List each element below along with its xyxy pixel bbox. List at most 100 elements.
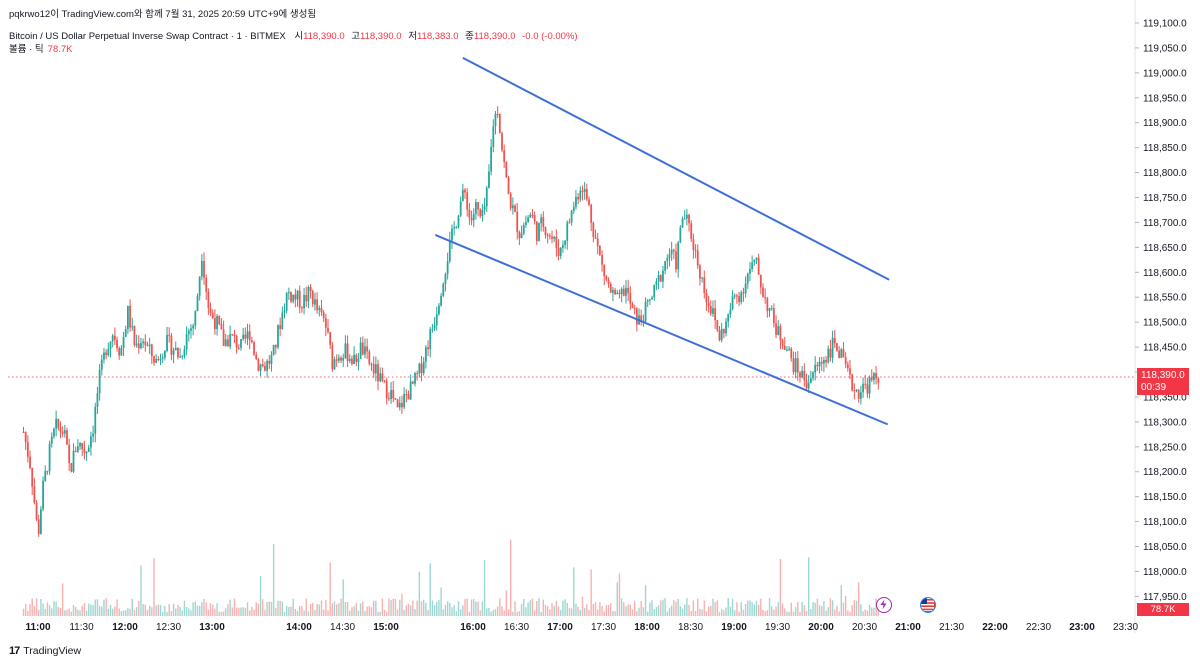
volume-bar bbox=[620, 598, 623, 616]
volume-bar bbox=[638, 607, 640, 616]
candle-body bbox=[170, 335, 173, 355]
volume-bar bbox=[555, 600, 558, 616]
volume-bar bbox=[203, 598, 205, 616]
volume-bar bbox=[842, 602, 845, 616]
volume-bar bbox=[194, 601, 197, 616]
candle-body bbox=[329, 332, 332, 345]
candle-body bbox=[22, 431, 25, 433]
candle-body bbox=[827, 348, 830, 363]
candle-body bbox=[731, 296, 734, 310]
price-axis[interactable]: 117,950.0 118,000.0 118,050.0 118,100.0 118,… bbox=[1135, 19, 1187, 603]
candle-body bbox=[322, 312, 325, 318]
volume-bar bbox=[201, 602, 203, 616]
candle-body bbox=[609, 283, 612, 293]
volume-bar bbox=[660, 600, 662, 616]
volume-bar bbox=[362, 601, 364, 616]
candle-body bbox=[129, 305, 131, 328]
volume-bar bbox=[440, 587, 442, 616]
volume-bar bbox=[268, 601, 270, 616]
volume-bar bbox=[327, 610, 329, 616]
candle-body bbox=[153, 356, 155, 363]
candle-body bbox=[133, 326, 136, 346]
candle-body bbox=[211, 312, 214, 319]
candle-body bbox=[422, 361, 425, 374]
volume-bar bbox=[481, 601, 484, 616]
candle-body bbox=[766, 298, 769, 311]
candle-body bbox=[216, 316, 218, 330]
y-tick-label: 118,150.0 bbox=[1143, 492, 1187, 503]
y-tick-label: 118,500.0 bbox=[1143, 318, 1187, 329]
volume-bar bbox=[573, 567, 575, 616]
candle-body bbox=[825, 359, 827, 363]
volume-bar bbox=[871, 607, 873, 616]
candle-body bbox=[612, 290, 614, 293]
volume-bar bbox=[288, 607, 290, 616]
volume-bar bbox=[131, 598, 133, 616]
volume-bar bbox=[316, 604, 318, 616]
volume-bar bbox=[168, 604, 170, 616]
volume-bar bbox=[503, 610, 505, 616]
volume-bar bbox=[70, 611, 73, 616]
candle-body bbox=[714, 308, 717, 321]
volume-bar bbox=[188, 608, 190, 616]
volume-bar bbox=[101, 606, 103, 616]
volume-bar bbox=[803, 605, 806, 616]
candle-body bbox=[187, 330, 190, 335]
candle-body bbox=[416, 373, 419, 375]
volume-bar bbox=[536, 600, 538, 616]
candle-body bbox=[311, 290, 314, 305]
volume-bar bbox=[359, 603, 362, 616]
candle-body bbox=[26, 442, 29, 457]
volume-bar bbox=[664, 598, 666, 616]
candle-body bbox=[372, 364, 375, 374]
volume-bar bbox=[181, 610, 183, 616]
volume-bar bbox=[83, 603, 86, 616]
volume-bar bbox=[279, 600, 281, 616]
volume-bar bbox=[623, 602, 625, 616]
candle-body bbox=[568, 222, 571, 224]
time-axis[interactable]: 11:00 11:30 12:00 12:30 13:00 14:00 14:30 15:00… bbox=[25, 622, 1138, 633]
volume-label[interactable]: 볼륨 · 틱 bbox=[9, 44, 44, 55]
volume-bar bbox=[788, 611, 790, 616]
candle-body bbox=[144, 341, 147, 346]
candle-body bbox=[555, 236, 558, 248]
volume-bar bbox=[24, 603, 27, 616]
candle-body bbox=[679, 227, 682, 243]
candle-body bbox=[657, 275, 660, 282]
volume-bar bbox=[631, 609, 634, 616]
volume-bar bbox=[451, 607, 453, 616]
candle-body bbox=[320, 308, 323, 313]
candle-body bbox=[820, 361, 823, 364]
candle-body bbox=[235, 336, 238, 348]
y-tick-label: 118,650.0 bbox=[1143, 243, 1187, 254]
us-flag-icon[interactable] bbox=[920, 597, 936, 613]
volume-bar bbox=[562, 600, 564, 616]
lightning-icon[interactable] bbox=[876, 597, 892, 613]
volume-bar bbox=[464, 599, 466, 616]
candle-body bbox=[274, 344, 277, 348]
candle-body bbox=[672, 249, 675, 252]
volume-bar bbox=[225, 608, 227, 616]
candle-body bbox=[592, 222, 595, 237]
trendlines[interactable] bbox=[434, 57, 890, 426]
symbol-title[interactable]: Bitcoin / US Dollar Perpetual Inverse Sw… bbox=[9, 31, 286, 42]
volume-bar bbox=[575, 603, 577, 616]
candle-body bbox=[770, 308, 773, 310]
candle-body bbox=[757, 257, 760, 275]
volume-bar bbox=[831, 600, 834, 616]
candle-body bbox=[622, 288, 625, 296]
candle-body bbox=[407, 394, 410, 400]
y-tick-label: 118,200.0 bbox=[1143, 467, 1187, 478]
volume-bar bbox=[57, 606, 59, 616]
candle-body bbox=[633, 308, 636, 310]
candle-body bbox=[836, 343, 838, 351]
volume-bar bbox=[170, 611, 173, 616]
volume-bar bbox=[862, 611, 864, 616]
volume-bar bbox=[307, 611, 310, 616]
volume-bar bbox=[633, 600, 636, 616]
x-tick-label: 18:00 bbox=[634, 622, 660, 633]
volume-bar bbox=[418, 571, 421, 616]
volume-bar bbox=[525, 607, 527, 616]
tradingview-brand[interactable]: 17 TradingView bbox=[9, 645, 81, 657]
